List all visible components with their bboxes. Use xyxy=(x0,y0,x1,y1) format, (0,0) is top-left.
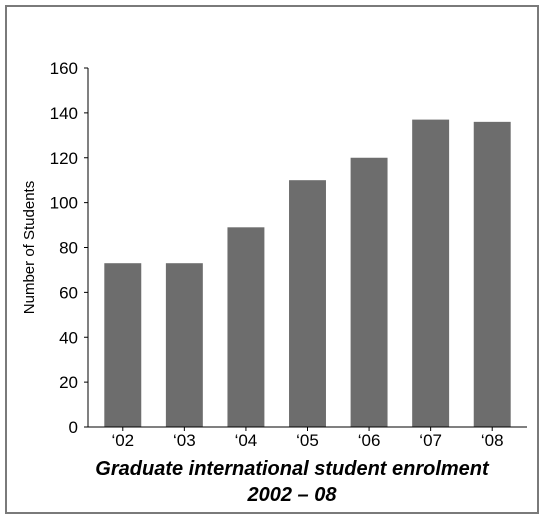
y-axis-ticks: 0 20 40 60 80 100 120 140 160 xyxy=(50,59,88,437)
x-axis-ticks: ‘02 ‘03 ‘04 ‘05 ‘06 ‘07 ‘08 xyxy=(111,427,504,450)
chart-title-line-2: 2002 – 08 xyxy=(247,484,338,506)
bar xyxy=(350,157,388,427)
y-tick-label: 140 xyxy=(50,104,78,123)
y-tick-label: 40 xyxy=(59,328,78,347)
y-tick-label: 160 xyxy=(50,59,78,78)
bar xyxy=(165,263,203,427)
y-tick-label: 0 xyxy=(69,418,78,437)
y-tick-label: 60 xyxy=(59,283,78,302)
x-tick-label: ‘07 xyxy=(419,431,442,450)
y-tick-label: 20 xyxy=(59,373,78,392)
y-tick-label: 80 xyxy=(59,239,78,258)
chart-frame xyxy=(5,5,539,514)
x-tick-label: ‘02 xyxy=(111,431,134,450)
y-axis-title: Number of Students xyxy=(21,181,38,314)
bar xyxy=(104,263,142,427)
y-tick-label: 100 xyxy=(50,194,78,213)
x-tick-label: ‘04 xyxy=(235,431,258,450)
x-tick-label: ‘05 xyxy=(296,431,319,450)
bar xyxy=(412,119,450,427)
bars xyxy=(104,119,511,427)
chart-title-line-1: Graduate international student enrolment xyxy=(95,458,490,480)
x-tick-label: ‘03 xyxy=(173,431,196,450)
x-tick-label: ‘08 xyxy=(481,431,504,450)
x-tick-label: ‘06 xyxy=(358,431,381,450)
y-tick-label: 120 xyxy=(50,149,78,168)
bar xyxy=(289,180,326,427)
bar xyxy=(227,227,265,427)
bar xyxy=(473,121,511,427)
